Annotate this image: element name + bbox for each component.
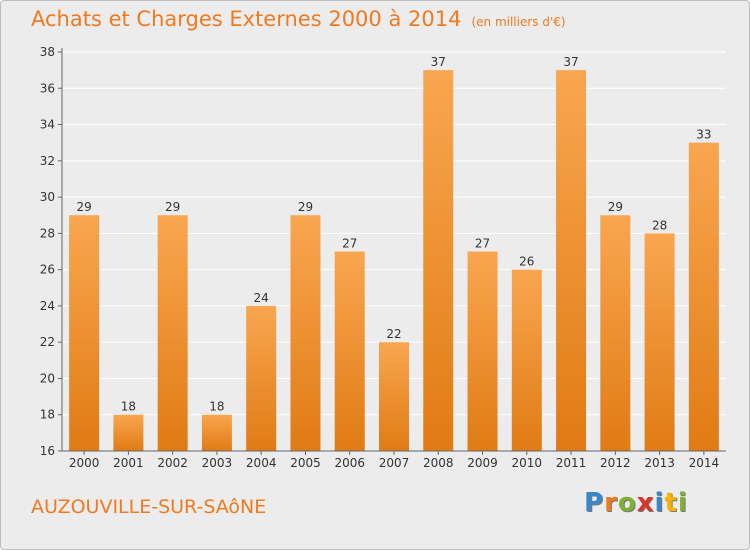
y-tick-label: 34 (40, 118, 55, 132)
y-tick-label: 18 (40, 408, 55, 422)
x-tick-label: 2003 (202, 456, 233, 470)
data-label-2008: 37 (431, 55, 446, 69)
logo-letter: x (636, 488, 655, 518)
x-tick-label: 2001 (113, 456, 144, 470)
data-label-2014: 33 (696, 128, 711, 142)
data-label-2003: 18 (209, 400, 224, 414)
x-tick-label: 2000 (69, 456, 100, 470)
x-tick-label: 2009 (467, 456, 498, 470)
bar-2001 (113, 414, 144, 451)
x-tick-label: 2005 (290, 456, 321, 470)
bar-2002 (157, 215, 188, 451)
logo-letter: i (677, 488, 688, 518)
y-tick-label: 26 (40, 263, 55, 277)
logo-letter: o (617, 488, 637, 518)
x-tick-label: 2002 (157, 456, 188, 470)
x-tick-label: 2004 (246, 456, 277, 470)
logo-letter: t (664, 488, 678, 518)
x-tick-label: 2010 (512, 456, 543, 470)
data-label-2007: 22 (386, 327, 401, 341)
data-label-2001: 18 (121, 400, 136, 414)
bar-2008 (423, 70, 454, 452)
commune-name: AUZOUVILLE-SUR-SAôNE (31, 496, 267, 518)
bar-2013 (644, 233, 675, 451)
data-label-2002: 29 (165, 200, 180, 214)
x-tick-label: 2007 (379, 456, 410, 470)
chart-title-text: Achats et Charges Externes 2000 à 2014 (31, 7, 462, 31)
bar-2012 (600, 215, 631, 451)
x-tick-label: 2011 (556, 456, 587, 470)
bar-2000 (69, 215, 100, 451)
data-label-2000: 29 (76, 200, 91, 214)
y-tick-label: 28 (40, 226, 55, 240)
chart-title: Achats et Charges Externes 2000 à 2014 (e… (31, 7, 566, 31)
bar-2005 (290, 215, 321, 451)
logo-letter: i (654, 488, 665, 518)
y-tick-label: 20 (40, 371, 55, 385)
logo-letter: r (604, 488, 618, 518)
y-tick-label: 22 (40, 335, 55, 349)
bar-2007 (379, 342, 409, 451)
x-tick-label: 2014 (689, 456, 720, 470)
bar-2011 (556, 70, 587, 452)
y-tick-label: 16 (40, 444, 55, 458)
bar-2006 (334, 251, 365, 451)
bar-2009 (467, 251, 498, 451)
x-tick-label: 2013 (644, 456, 675, 470)
y-tick-label: 24 (40, 299, 55, 313)
data-label-2010: 26 (519, 255, 534, 269)
y-tick-label: 36 (40, 81, 55, 95)
proxiti-logo: Proxiti (584, 488, 688, 518)
data-label-2006: 27 (342, 237, 357, 251)
bar-2010 (511, 269, 542, 451)
data-label-2005: 29 (298, 200, 313, 214)
y-tick-label: 38 (40, 45, 55, 59)
data-label-2004: 24 (254, 291, 269, 305)
bar-2004 (246, 305, 277, 451)
bar-2014 (688, 142, 719, 451)
y-tick-label: 32 (40, 154, 55, 168)
data-label-2013: 28 (652, 218, 667, 232)
data-label-2012: 29 (608, 200, 623, 214)
y-tick-label: 30 (40, 190, 55, 204)
x-tick-label: 2012 (600, 456, 631, 470)
data-label-2009: 27 (475, 237, 490, 251)
x-tick-label: 2006 (334, 456, 365, 470)
data-label-2011: 37 (563, 55, 578, 69)
chart-subtitle: (en milliers d'€) (471, 15, 566, 29)
x-tick-label: 2008 (423, 456, 454, 470)
bar-2003 (201, 414, 232, 451)
logo-letter: P (584, 488, 605, 518)
